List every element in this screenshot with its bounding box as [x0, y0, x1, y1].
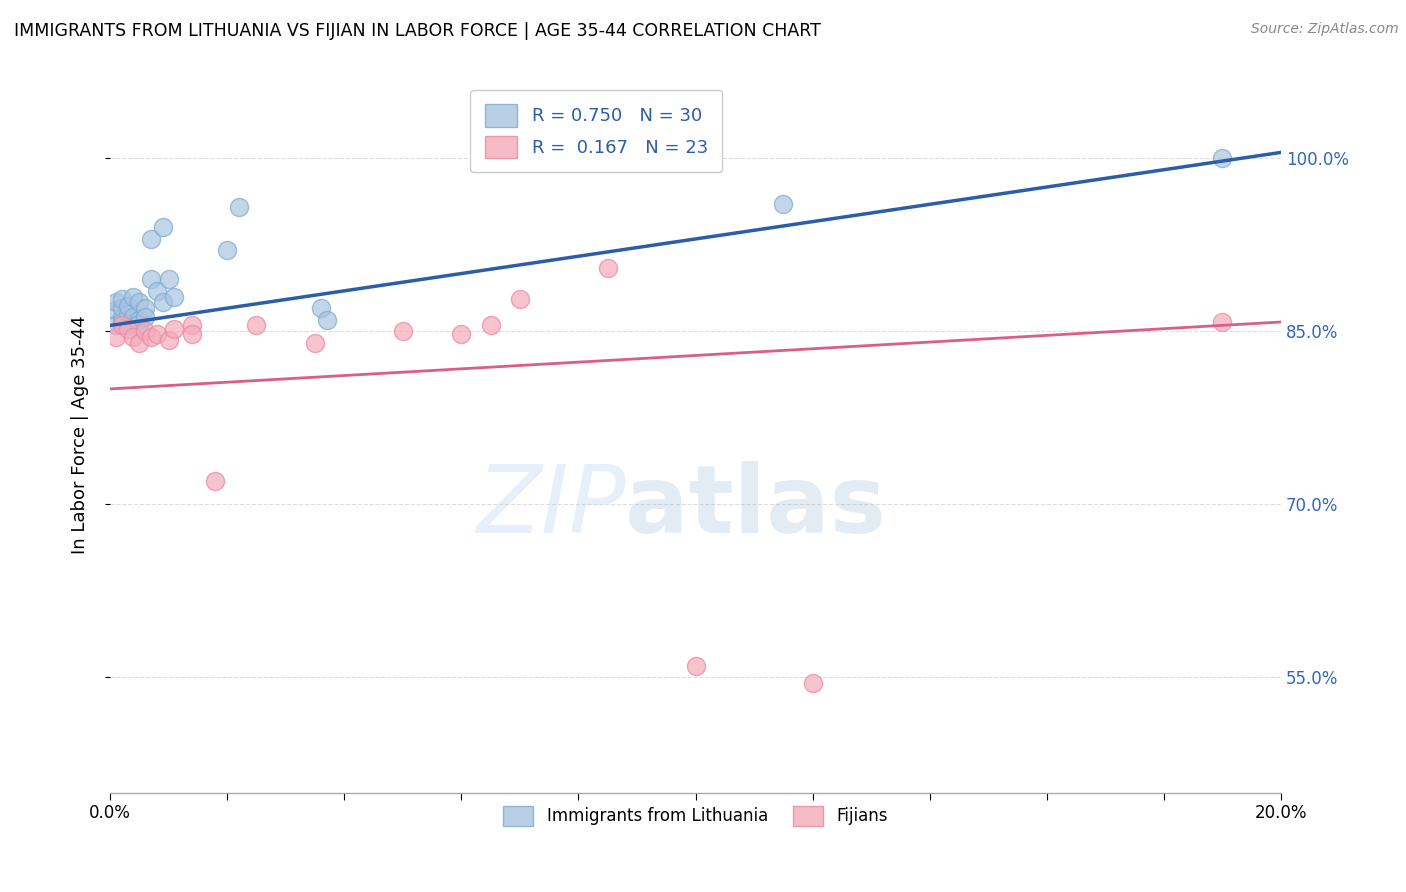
Point: [685, 658, 707, 673]
Point: [111, 318, 134, 333]
Point: [228, 200, 250, 214]
Point: [304, 335, 326, 350]
Point: [128, 312, 150, 326]
Point: [157, 272, 180, 286]
Point: [122, 330, 145, 344]
Text: ZIP: ZIP: [475, 461, 626, 552]
Point: [111, 310, 134, 325]
Point: [111, 301, 134, 315]
Legend: Immigrants from Lithuania, Fijians: Immigrants from Lithuania, Fijians: [495, 797, 896, 834]
Point: [1211, 151, 1233, 165]
Point: [146, 284, 169, 298]
Point: [391, 324, 413, 338]
Text: Source: ZipAtlas.com: Source: ZipAtlas.com: [1251, 22, 1399, 37]
Point: [117, 299, 139, 313]
Point: [139, 232, 162, 246]
Point: [146, 326, 169, 341]
Point: [111, 315, 134, 329]
Point: [152, 220, 174, 235]
Point: [139, 330, 162, 344]
Point: [134, 301, 156, 315]
Point: [122, 290, 145, 304]
Point: [163, 322, 186, 336]
Point: [104, 330, 127, 344]
Point: [309, 301, 332, 315]
Point: [181, 318, 204, 333]
Point: [772, 197, 794, 211]
Point: [128, 318, 150, 332]
Point: [122, 310, 145, 325]
Point: [111, 292, 134, 306]
Point: [479, 318, 502, 333]
Text: atlas: atlas: [626, 460, 886, 552]
Text: IMMIGRANTS FROM LITHUANIA VS FIJIAN IN LABOR FORCE | AGE 35-44 CORRELATION CHART: IMMIGRANTS FROM LITHUANIA VS FIJIAN IN L…: [14, 22, 821, 40]
Point: [134, 324, 156, 338]
Point: [157, 334, 180, 348]
Point: [204, 474, 226, 488]
Point: [315, 312, 337, 326]
Point: [509, 292, 531, 306]
Point: [104, 303, 127, 318]
Point: [104, 318, 127, 333]
Point: [117, 307, 139, 321]
Point: [450, 326, 472, 341]
Point: [117, 318, 139, 333]
Point: [128, 295, 150, 310]
Point: [128, 335, 150, 350]
Point: [217, 244, 239, 258]
Point: [163, 290, 186, 304]
Point: [139, 272, 162, 286]
Point: [134, 310, 156, 325]
Point: [181, 326, 204, 341]
Point: [245, 318, 267, 333]
Point: [801, 676, 824, 690]
Point: [1211, 315, 1233, 329]
Point: [104, 295, 127, 310]
Point: [596, 260, 619, 275]
Y-axis label: In Labor Force | Age 35-44: In Labor Force | Age 35-44: [72, 316, 89, 554]
Point: [152, 295, 174, 310]
Point: [117, 322, 139, 336]
